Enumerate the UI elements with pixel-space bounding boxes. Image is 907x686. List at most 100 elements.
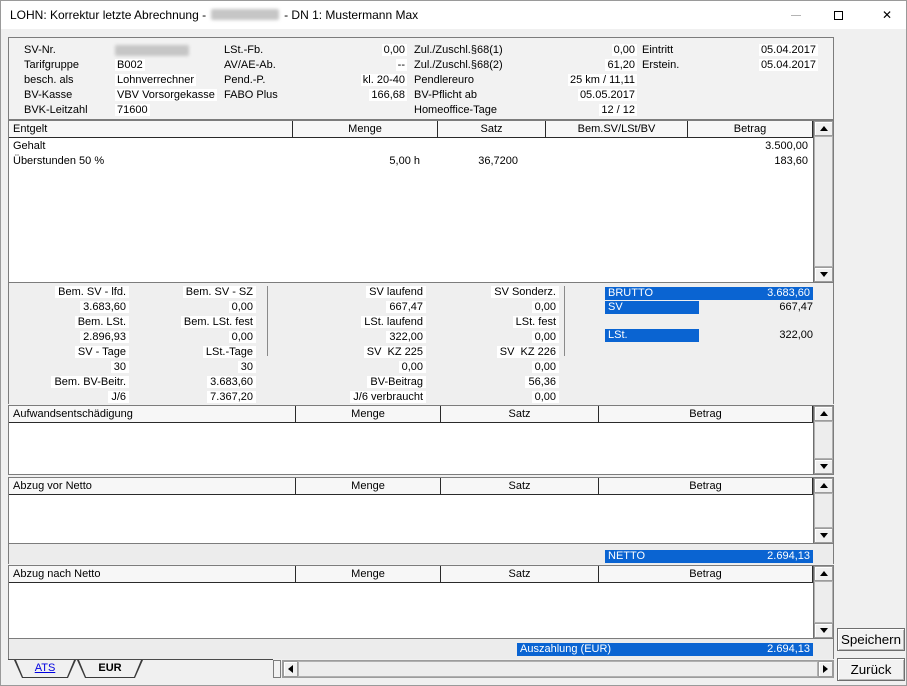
summary-cell: SV - Tage xyxy=(75,346,129,358)
sv-label: SV xyxy=(608,301,623,313)
maximize-icon xyxy=(834,11,843,20)
summary-cell: BV-Beitrag xyxy=(367,376,426,388)
summary-cell: 3.683,60 xyxy=(80,301,129,313)
cell-betrag: 3.500,00 xyxy=(688,139,813,152)
vertical-scrollbar[interactable] xyxy=(813,406,833,474)
section-title: Abzug vor Netto xyxy=(9,478,296,494)
summary-cell: 0,00 xyxy=(399,361,426,373)
close-button[interactable]: ✕ xyxy=(870,1,904,29)
info-value: Lohnverrechner xyxy=(115,74,196,86)
arrow-up-icon xyxy=(820,483,828,488)
scrollbar-track[interactable] xyxy=(814,421,833,459)
summary-cell: J/6 xyxy=(108,391,129,403)
arrow-down-icon xyxy=(820,464,828,469)
table-row[interactable]: Überstunden 50 % 5,00 h 36,7200 183,60 xyxy=(9,153,813,168)
info-value: -- xyxy=(396,59,407,71)
tab-ats[interactable]: ATS xyxy=(14,660,76,678)
scroll-left-button[interactable] xyxy=(283,661,298,677)
summary-cell: LSt.-Tage xyxy=(203,346,256,358)
scroll-down-button[interactable] xyxy=(814,623,833,638)
info-label: AV/AE-Ab. xyxy=(224,59,276,72)
sv-value: 667,47 xyxy=(709,301,813,314)
lst-bar: LSt. xyxy=(605,329,699,342)
scrollbar-thumb[interactable] xyxy=(298,661,818,677)
save-button[interactable]: Speichern xyxy=(837,628,905,651)
cell-betrag: 183,60 xyxy=(688,154,813,167)
window-titlebar: LOHN: Korrektur letzte Abrechnung -- DN … xyxy=(1,1,906,29)
maximize-button[interactable] xyxy=(821,1,855,29)
pane-splitter[interactable] xyxy=(273,660,281,678)
info-value: 25 km / 11,11 xyxy=(568,74,637,86)
vertical-scrollbar[interactable] xyxy=(813,121,833,282)
scrollbar-thumb[interactable] xyxy=(814,136,833,267)
arrow-up-icon xyxy=(820,571,828,576)
scroll-up-button[interactable] xyxy=(814,121,833,136)
back-button[interactable]: Zurück xyxy=(837,658,905,681)
info-label: FABO Plus xyxy=(224,89,278,102)
summary-cell: Bem. LSt. fest xyxy=(181,316,256,328)
scrollbar-track[interactable] xyxy=(298,661,818,677)
info-value: 166,68 xyxy=(369,89,407,101)
scrollbar-thumb[interactable] xyxy=(814,493,833,528)
lst-value: 322,00 xyxy=(709,329,813,342)
info-label: BV-Kasse xyxy=(24,89,72,102)
scroll-down-button[interactable] xyxy=(814,459,833,474)
sv-bar: SV xyxy=(605,301,699,314)
scrollbar-track[interactable] xyxy=(814,493,833,528)
column-header-menge: Menge xyxy=(296,406,441,422)
info-label: Homeoffice-Tage xyxy=(414,104,497,117)
summary-cell: Bem. SV - lfd. xyxy=(55,286,129,298)
scrollbar-track[interactable] xyxy=(814,581,833,623)
summary-cell: SV Sonderz. xyxy=(491,286,559,298)
minimize-button[interactable] xyxy=(779,1,813,29)
vertical-scrollbar[interactable] xyxy=(813,566,833,638)
window-title-suffix: - DN 1: Mustermann Max xyxy=(284,8,418,22)
summary-cell: Bem. SV - SZ xyxy=(183,286,256,298)
summary-divider xyxy=(564,286,565,356)
info-value: VBV Vorsorgekasse xyxy=(115,89,217,101)
column-header-betrag: Betrag xyxy=(599,478,813,494)
cell-menge: 5,00 h xyxy=(293,154,438,167)
scroll-up-button[interactable] xyxy=(814,478,833,493)
summary-cell: 7.367,20 xyxy=(207,391,256,403)
scroll-up-button[interactable] xyxy=(814,406,833,421)
summary-cell: 0,00 xyxy=(532,361,559,373)
summary-cell: 30 xyxy=(238,361,256,373)
employee-info-panel: SV-Nr. Tarifgruppe besch. als BV-Kasse B… xyxy=(8,37,834,120)
scrollbar-track[interactable] xyxy=(814,136,833,267)
info-label: BV-Pflicht ab xyxy=(414,89,477,102)
tab-eur[interactable]: EUR xyxy=(77,660,143,678)
info-value: 05.04.2017 xyxy=(759,44,818,56)
info-label: Tarifgruppe xyxy=(24,59,79,72)
netto-strip: NETTO 2.694,13 xyxy=(8,544,834,564)
info-label: Eintritt xyxy=(642,44,673,57)
arrow-left-icon xyxy=(288,665,293,673)
summary-cell: 0,00 xyxy=(532,301,559,313)
close-icon: ✕ xyxy=(882,9,892,21)
vertical-scrollbar[interactable] xyxy=(813,478,833,543)
scroll-down-button[interactable] xyxy=(814,528,833,543)
info-value: 0,00 xyxy=(612,44,637,56)
section-title: Abzug nach Netto xyxy=(9,566,296,582)
info-value: B002 xyxy=(115,59,145,71)
column-header-satz: Satz xyxy=(441,566,599,582)
scroll-up-button[interactable] xyxy=(814,566,833,581)
tab-ats-label: ATS xyxy=(14,660,76,678)
entgelt-table: Entgelt Menge Satz Bem.SV/LSt/BV Betrag … xyxy=(8,120,834,283)
lst-label: LSt. xyxy=(608,329,628,341)
horizontal-scrollbar[interactable] xyxy=(282,660,834,678)
redacted-sv-number xyxy=(115,45,189,56)
scrollbar-thumb[interactable] xyxy=(814,421,833,459)
section-abzug-nach-netto: Abzug nach Netto Menge Satz Betrag xyxy=(8,565,834,639)
section-aufwandsentschaedigung: Aufwandsentschädigung Menge Satz Betrag xyxy=(8,405,834,475)
section-abzug-vor-netto: Abzug vor Netto Menge Satz Betrag xyxy=(8,477,834,544)
summary-cell: SV KZ 225 xyxy=(364,346,426,358)
summary-cell: 322,00 xyxy=(386,331,426,343)
info-value: 0,00 xyxy=(382,44,407,56)
scroll-right-button[interactable] xyxy=(818,661,833,677)
scroll-down-button[interactable] xyxy=(814,267,833,282)
summary-cell: 56,36 xyxy=(525,376,559,388)
table-row[interactable]: Gehalt 3.500,00 xyxy=(9,138,813,153)
scrollbar-thumb[interactable] xyxy=(814,581,833,623)
arrow-down-icon xyxy=(820,533,828,538)
